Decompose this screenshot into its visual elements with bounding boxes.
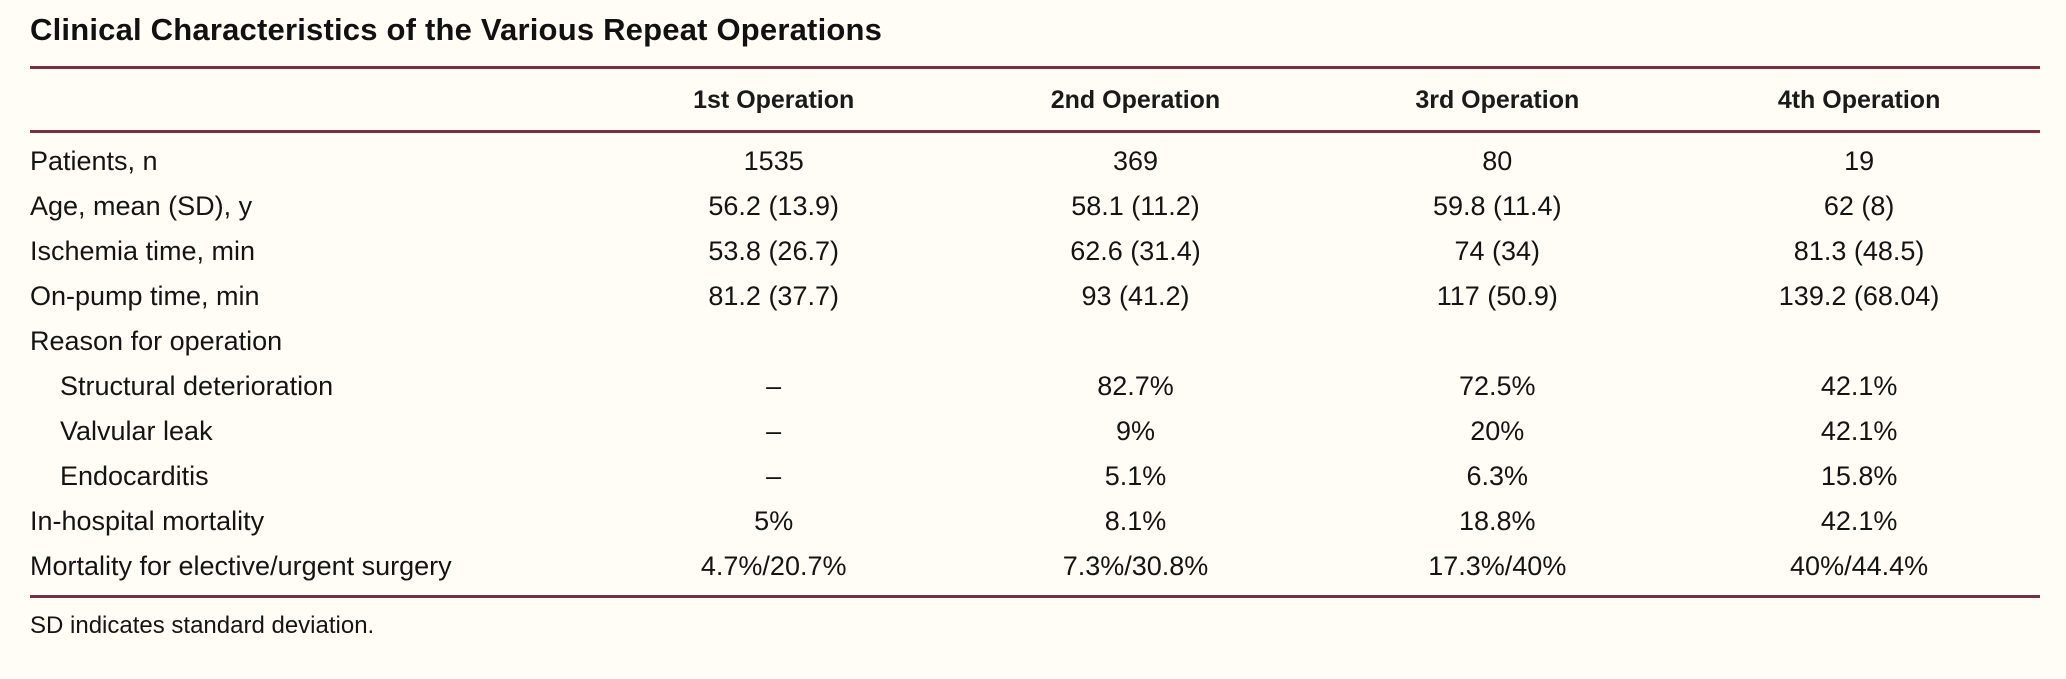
cell: 58.1 (11.2) (1071, 191, 1200, 221)
cell: 19 (1844, 146, 1875, 176)
row-label: Mortality for elective/urgent surgery (30, 551, 452, 581)
row-label: Ischemia time, min (30, 236, 256, 266)
table-row: Mortality for elective/urgent surgery 4.7… (30, 544, 2040, 597)
cell: 117 (50.9) (1436, 281, 1558, 311)
row-label: On-pump time, min (30, 281, 260, 311)
table-row: Ischemia time, min 53.8 (26.7) 62.6 (31.4)… (30, 229, 2040, 274)
cell: 81.3 (48.5) (1793, 236, 1925, 266)
table-row: Endocarditis – 5.1% 6.3% 15.8% (30, 454, 2040, 499)
column-header-1st-operation: 1st Operation (693, 86, 855, 114)
table-row: On-pump time, min 81.2 (37.7) 93 (41.2) 117… (30, 274, 2040, 319)
cell: 82.7% (1097, 371, 1174, 401)
header-row: 1st Operation 2nd Operation 3rd Operatio… (30, 67, 2040, 132)
row-label: Endocarditis (60, 461, 209, 491)
cell: 6.3% (1466, 461, 1529, 491)
cell: – (766, 371, 782, 401)
cell: 80 (1482, 146, 1513, 176)
table-row: Age, mean (SD), y 56.2 (13.9) 58.1 (11.2) 5… (30, 184, 2040, 229)
table-footnote: SD indicates standard deviation. (30, 612, 375, 639)
column-header-3rd-operation: 3rd Operation (1415, 86, 1580, 114)
cell (955, 319, 1317, 364)
cell: 40%/44.4% (1790, 551, 1929, 581)
cell: 5% (754, 506, 794, 536)
cell: – (766, 416, 782, 446)
cell: 369 (1112, 146, 1159, 176)
cell: 18.8% (1459, 506, 1536, 536)
cell (1316, 319, 1678, 364)
row-label: Reason for operation (30, 326, 283, 356)
column-header-4th-operation: 4th Operation (1777, 86, 1941, 114)
cell: 7.3%/30.8% (1062, 551, 1209, 581)
table-row: Structural deterioration – 82.7% 72.5% 42.1% (30, 364, 2040, 409)
table-row: In-hospital mortality 5% 8.1% 18.8% 42.1% (30, 499, 2040, 544)
cell: 8.1% (1104, 506, 1167, 536)
column-header-2nd-operation: 2nd Operation (1050, 86, 1221, 114)
cell: 93 (41.2) (1081, 281, 1190, 311)
cell: 81.2 (37.7) (708, 281, 839, 311)
cell: 5.1% (1104, 461, 1167, 491)
cell (593, 319, 955, 364)
cell: 17.3%/40% (1428, 551, 1567, 581)
cell: 42.1% (1820, 416, 1898, 446)
cell: 56.2 (13.9) (708, 191, 839, 221)
row-label: Valvular leak (60, 416, 213, 446)
table-body: Patients, n 1535 369 80 19 Age, mean (SD), y 5… (30, 132, 2040, 597)
table-title: Clinical Characteristics of the Various … (30, 12, 883, 47)
cell: 62.6 (31.4) (1070, 236, 1201, 266)
table-row: Valvular leak – 9% 20% 42.1% (30, 409, 2040, 454)
cell: 42.1% (1820, 371, 1898, 401)
row-label: Age, mean (SD), y (30, 191, 253, 221)
cell: 53.8 (26.7) (708, 236, 839, 266)
cell: 15.8% (1820, 461, 1898, 491)
row-label: Patients, n (30, 146, 158, 176)
cell: 42.1% (1820, 506, 1898, 536)
cell: 59.8 (11.4) (1432, 191, 1562, 221)
table-row: Reason for operation (30, 319, 2040, 364)
cell: 139.2 (68.04) (1778, 281, 1940, 311)
table-row: Patients, n 1535 369 80 19 (30, 132, 2040, 185)
cell: 72.5% (1459, 371, 1536, 401)
cell: 1535 (743, 146, 804, 176)
cell: 20% (1470, 416, 1525, 446)
cell: – (766, 461, 782, 491)
cell: 4.7%/20.7% (700, 551, 847, 581)
cell: 74 (34) (1454, 236, 1541, 266)
row-label-column-header (30, 68, 593, 132)
cell: 9% (1115, 416, 1155, 446)
row-label: Structural deterioration (60, 371, 334, 401)
row-label: In-hospital mortality (30, 506, 265, 536)
clinical-characteristics-table: 1st Operation 2nd Operation 3rd Operatio… (30, 66, 2040, 598)
cell: 62 (8) (1823, 191, 1895, 221)
cell (1678, 319, 2040, 364)
